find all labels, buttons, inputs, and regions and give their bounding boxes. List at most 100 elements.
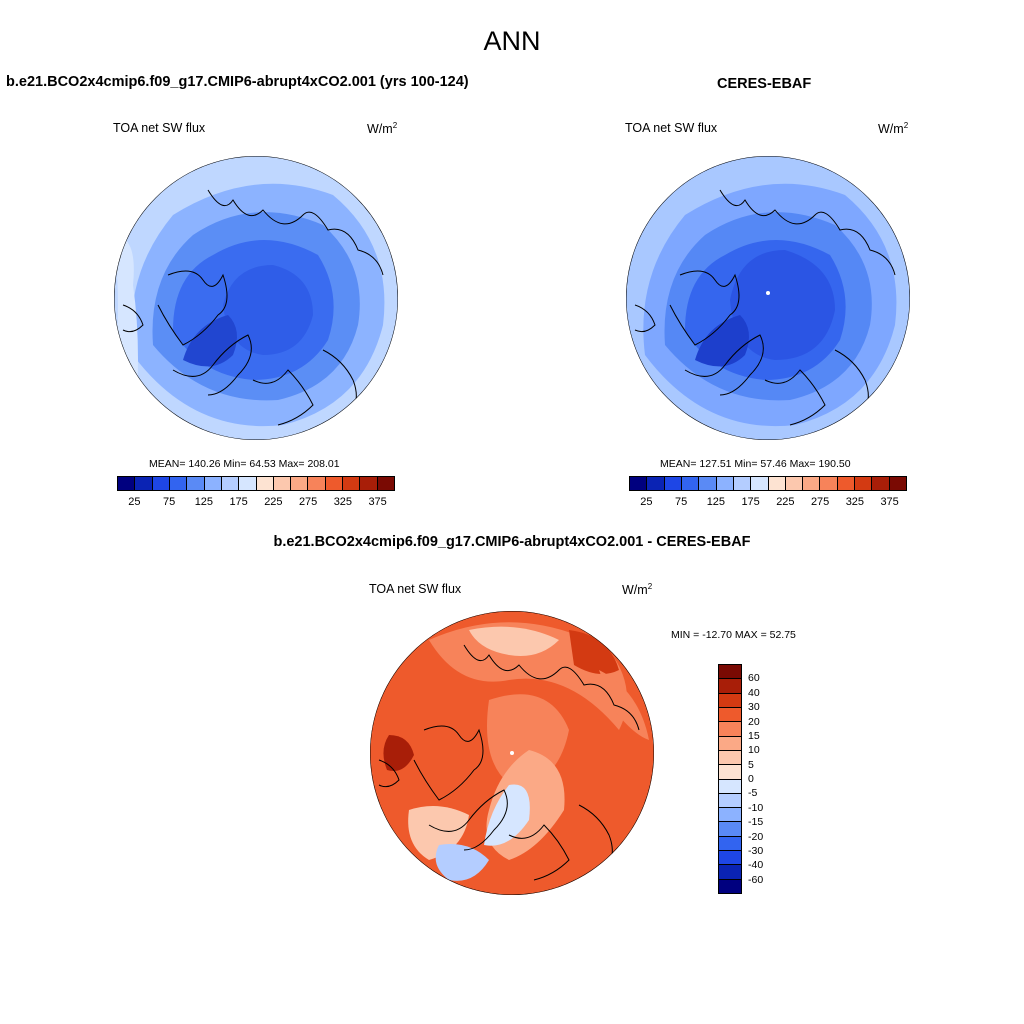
colorbar-swatch — [719, 765, 741, 780]
panel1-units-label: W/m2 — [367, 121, 398, 137]
colorbar-swatch — [647, 477, 665, 490]
colorbar-swatch — [325, 477, 344, 490]
panel3-units-label: W/m2 — [622, 582, 653, 598]
colorbar-swatch — [719, 879, 741, 893]
colorbar-swatch — [135, 477, 153, 490]
colorbar-swatch — [719, 851, 741, 866]
colorbar-tick-label: 225 — [776, 496, 795, 508]
panel2-units-label: W/m2 — [878, 121, 909, 137]
colorbar-swatch — [719, 822, 741, 837]
colorbar-swatch — [221, 477, 240, 490]
colorbar-swatch — [719, 665, 741, 680]
colorbar-swatch — [751, 477, 769, 490]
panel2-field-core — [730, 250, 835, 360]
colorbar-swatch — [719, 779, 741, 794]
panel2-polar-map — [626, 156, 910, 440]
colorbar-swatch — [889, 477, 906, 490]
colorbar-swatch — [681, 477, 700, 490]
colorbar-swatch — [273, 477, 292, 490]
panel1-title: b.e21.BCO2x4cmip6.f09_g17.CMIP6-abrupt4x… — [6, 74, 469, 90]
colorbar-swatch — [719, 679, 741, 694]
colorbar-tick-label: 25 — [640, 496, 653, 508]
colorbar-swatch — [855, 477, 873, 490]
colorbar-swatch — [256, 477, 274, 490]
panel2-pole-marker — [766, 291, 770, 295]
colorbar-swatch — [187, 477, 205, 490]
colorbar-swatch — [785, 477, 804, 490]
panel3-polar-map — [370, 611, 654, 895]
colorbar-tick-label: 40 — [748, 686, 760, 699]
colorbar-tick-label: 10 — [748, 744, 760, 757]
colorbar-swatch — [719, 836, 741, 852]
colorbar-tick-label: 125 — [194, 496, 214, 508]
colorbar-swatch — [699, 477, 717, 490]
colorbar-tick-label: 0 — [748, 773, 754, 785]
colorbar-swatch — [291, 477, 309, 490]
panel2-variable-label: TOA net SW flux — [625, 121, 718, 135]
panel3-negative-region — [484, 784, 530, 846]
colorbar-tick-label: 275 — [298, 496, 318, 508]
panel3-field-max — [383, 735, 414, 771]
panel3-colorbar — [718, 664, 742, 894]
main-title: ANN — [483, 26, 541, 56]
panel2-colorbar-ticks: 25 75 125 175 225 275 325 375 — [629, 496, 907, 510]
colorbar-swatch — [118, 477, 136, 490]
panel1-field-greenland — [183, 315, 237, 367]
colorbar-tick-label: 275 — [810, 496, 830, 508]
colorbar-tick-label: 75 — [675, 496, 688, 508]
colorbar-swatch — [719, 722, 741, 737]
colorbar-swatch — [719, 750, 741, 766]
panel1-colorbar-ticks: 25 75 125 175 225 275 325 375 — [117, 496, 395, 510]
colorbar-tick-label: 225 — [264, 496, 283, 508]
panel3-colorbar-ticks: 60 40 30 20 15 10 5 0 -5 -10 -15 -20 -30 -40 -60 — [748, 664, 788, 894]
colorbar-swatch — [820, 477, 838, 490]
panel2-field-greenland — [695, 315, 749, 367]
colorbar-tick-label: 375 — [368, 496, 387, 508]
colorbar-swatch — [377, 477, 394, 490]
colorbar-swatch — [664, 477, 682, 490]
colorbar-swatch — [308, 477, 326, 490]
colorbar-swatch — [360, 477, 378, 490]
colorbar-swatch — [719, 693, 741, 708]
colorbar-tick-label: 175 — [741, 496, 760, 508]
colorbar-tick-label: 175 — [229, 496, 248, 508]
panel1-variable-label: TOA net SW flux — [113, 121, 206, 135]
colorbar-swatch — [719, 808, 741, 823]
colorbar-tick-label: -30 — [748, 844, 764, 857]
colorbar-tick-label: 30 — [748, 701, 760, 714]
panel1-field-core — [223, 265, 313, 355]
colorbar-swatch — [630, 477, 648, 490]
colorbar-swatch — [719, 736, 741, 751]
colorbar-tick-label: 25 — [128, 496, 141, 508]
colorbar-swatch — [343, 477, 361, 490]
colorbar-swatch — [837, 477, 856, 490]
colorbar-tick-label: -15 — [748, 816, 764, 829]
colorbar-swatch — [719, 865, 741, 880]
colorbar-swatch — [716, 477, 734, 490]
colorbar-swatch — [719, 793, 741, 809]
panel3-title: b.e21.BCO2x4cmip6.f09_g17.CMIP6-abrupt4x… — [273, 534, 751, 550]
colorbar-swatch — [872, 477, 890, 490]
colorbar-tick-label: 5 — [748, 758, 754, 771]
colorbar-tick-label: -40 — [748, 859, 764, 872]
colorbar-tick-label: -20 — [748, 830, 764, 843]
colorbar-tick-label: 325 — [845, 496, 865, 508]
panel1-colorbar — [117, 476, 395, 491]
colorbar-tick-label: -5 — [748, 787, 758, 800]
colorbar-swatch — [152, 477, 170, 490]
colorbar-tick-label: -10 — [748, 801, 764, 814]
colorbar-tick-label: 125 — [706, 496, 726, 508]
panel3-variable-label: TOA net SW flux — [369, 582, 462, 596]
panel3-stats: MIN = -12.70 MAX = 52.75 — [671, 629, 796, 641]
panel2-colorbar — [629, 476, 907, 491]
colorbar-tick-label: 60 — [748, 672, 760, 685]
colorbar-swatch — [733, 477, 752, 490]
panel1-coastlines — [122, 189, 384, 426]
colorbar-tick-label: 75 — [163, 496, 176, 508]
colorbar-swatch — [803, 477, 821, 490]
colorbar-tick-label: 15 — [748, 729, 760, 742]
colorbar-tick-label: -60 — [748, 873, 764, 886]
panel1-polar-map — [114, 156, 398, 440]
colorbar-swatch — [719, 707, 741, 723]
colorbar-swatch — [768, 477, 786, 490]
